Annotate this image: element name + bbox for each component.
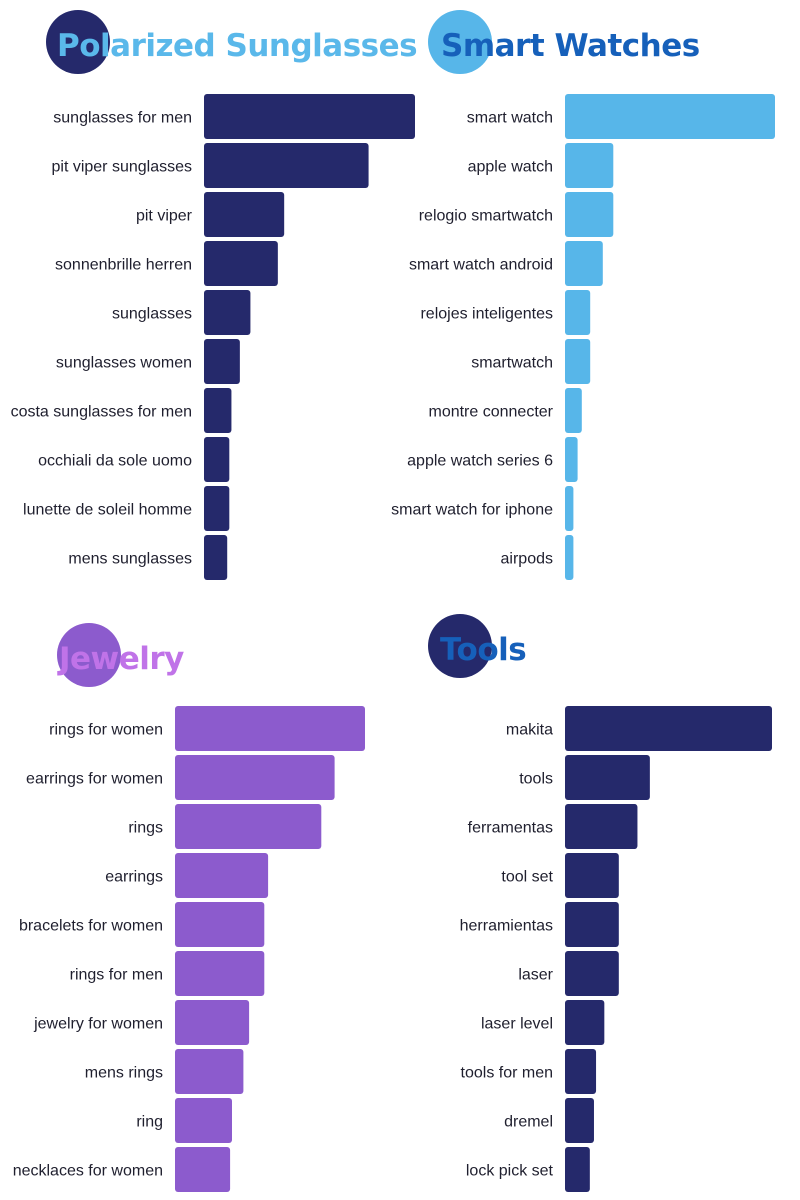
bar [565, 1049, 597, 1094]
title-badge-circle [428, 614, 492, 678]
category-label: makita [506, 722, 553, 739]
bar [175, 951, 265, 996]
category-label: smart watch [467, 110, 553, 127]
bar [204, 486, 230, 531]
category-label: herramientas [460, 918, 553, 935]
category-label: airpods [501, 551, 553, 568]
bar [565, 94, 775, 139]
bar [565, 1098, 594, 1143]
chart-title: Smart Watches [441, 28, 700, 64]
category-label: sunglasses for men [53, 110, 192, 127]
category-label: pit viper sunglasses [51, 159, 192, 176]
chart-panel-3: Jewelry rings for women earrings for women… [13, 623, 365, 1192]
category-label: sunglasses women [56, 355, 192, 372]
bar [204, 339, 240, 384]
category-label: occhiali da sole uomo [38, 453, 192, 470]
bar [204, 241, 278, 286]
category-label: dremel [504, 1114, 553, 1131]
bar [175, 902, 265, 947]
category-label: tools [519, 771, 553, 788]
bar [175, 1049, 244, 1094]
category-label: mens sunglasses [68, 551, 192, 568]
category-label: rings for men [70, 967, 163, 984]
category-label: mens rings [85, 1065, 163, 1082]
category-label: rings for women [49, 722, 163, 739]
bar [565, 143, 614, 188]
title-badge-circle [428, 10, 492, 74]
bar [204, 143, 369, 188]
bar [565, 192, 614, 237]
chart-title: Polarized Sunglasses [57, 28, 417, 64]
title-badge-circle [46, 10, 110, 74]
bar [204, 535, 228, 580]
bar [175, 1098, 232, 1143]
title-badge-circle [57, 623, 121, 687]
bar [565, 706, 772, 751]
bar [204, 290, 251, 335]
category-label: sunglasses [112, 306, 192, 323]
chart-title: Jewelry [57, 641, 184, 677]
category-label: lock pick set [466, 1163, 554, 1180]
category-label: tools for men [461, 1065, 553, 1082]
category-label: relogio smartwatch [419, 208, 553, 225]
bar [175, 1000, 250, 1045]
category-label: laser level [481, 1016, 553, 1033]
category-label: rings [128, 820, 163, 837]
category-label: smart watch android [409, 257, 553, 274]
bar [565, 486, 574, 531]
category-label: earrings [105, 869, 163, 886]
category-label: lunette de soleil homme [23, 502, 192, 519]
category-label: sonnenbrille herren [55, 257, 192, 274]
category-label: costa sunglasses for men [11, 404, 192, 421]
category-label: ferramentas [468, 820, 553, 837]
bar [204, 388, 232, 433]
bar [565, 951, 619, 996]
chart-title: Tools [440, 632, 526, 668]
bar [565, 339, 591, 384]
bar [565, 853, 619, 898]
category-label: apple watch [468, 159, 553, 176]
category-label: smart watch for iphone [391, 502, 553, 519]
category-label: earrings for women [26, 771, 163, 788]
bar [175, 804, 322, 849]
bar [175, 853, 269, 898]
category-label: relojes inteligentes [420, 306, 553, 323]
category-label: jewelry for women [33, 1016, 163, 1033]
bar [565, 535, 574, 580]
category-label: montre connecter [428, 404, 553, 421]
chart-panel-2: Smart Watches smart watch apple watch relog… [391, 10, 775, 580]
bar [565, 1000, 605, 1045]
bar [565, 388, 582, 433]
category-label: tool set [501, 869, 553, 886]
category-label: smartwatch [471, 355, 553, 372]
bar [175, 1147, 231, 1192]
bar [204, 437, 230, 482]
bar [565, 902, 619, 947]
bar [175, 755, 335, 800]
bar [175, 706, 365, 751]
category-label: pit viper [136, 208, 193, 225]
bar [565, 755, 650, 800]
category-label: bracelets for women [19, 918, 163, 935]
category-label: necklaces for women [13, 1163, 163, 1180]
category-label: ring [136, 1114, 163, 1131]
bar [565, 290, 591, 335]
chart-panel-4: Tools makita tools ferramentas tool set herra… [428, 614, 772, 1192]
category-label: laser [518, 967, 553, 984]
bar [565, 437, 578, 482]
chart-panel-1: Polarized Sunglasses sunglasses for men pi… [11, 10, 418, 580]
bar [204, 192, 285, 237]
bar [565, 1147, 590, 1192]
bar [204, 94, 415, 139]
bar [565, 804, 638, 849]
category-label: apple watch series 6 [407, 453, 553, 470]
bar [565, 241, 603, 286]
